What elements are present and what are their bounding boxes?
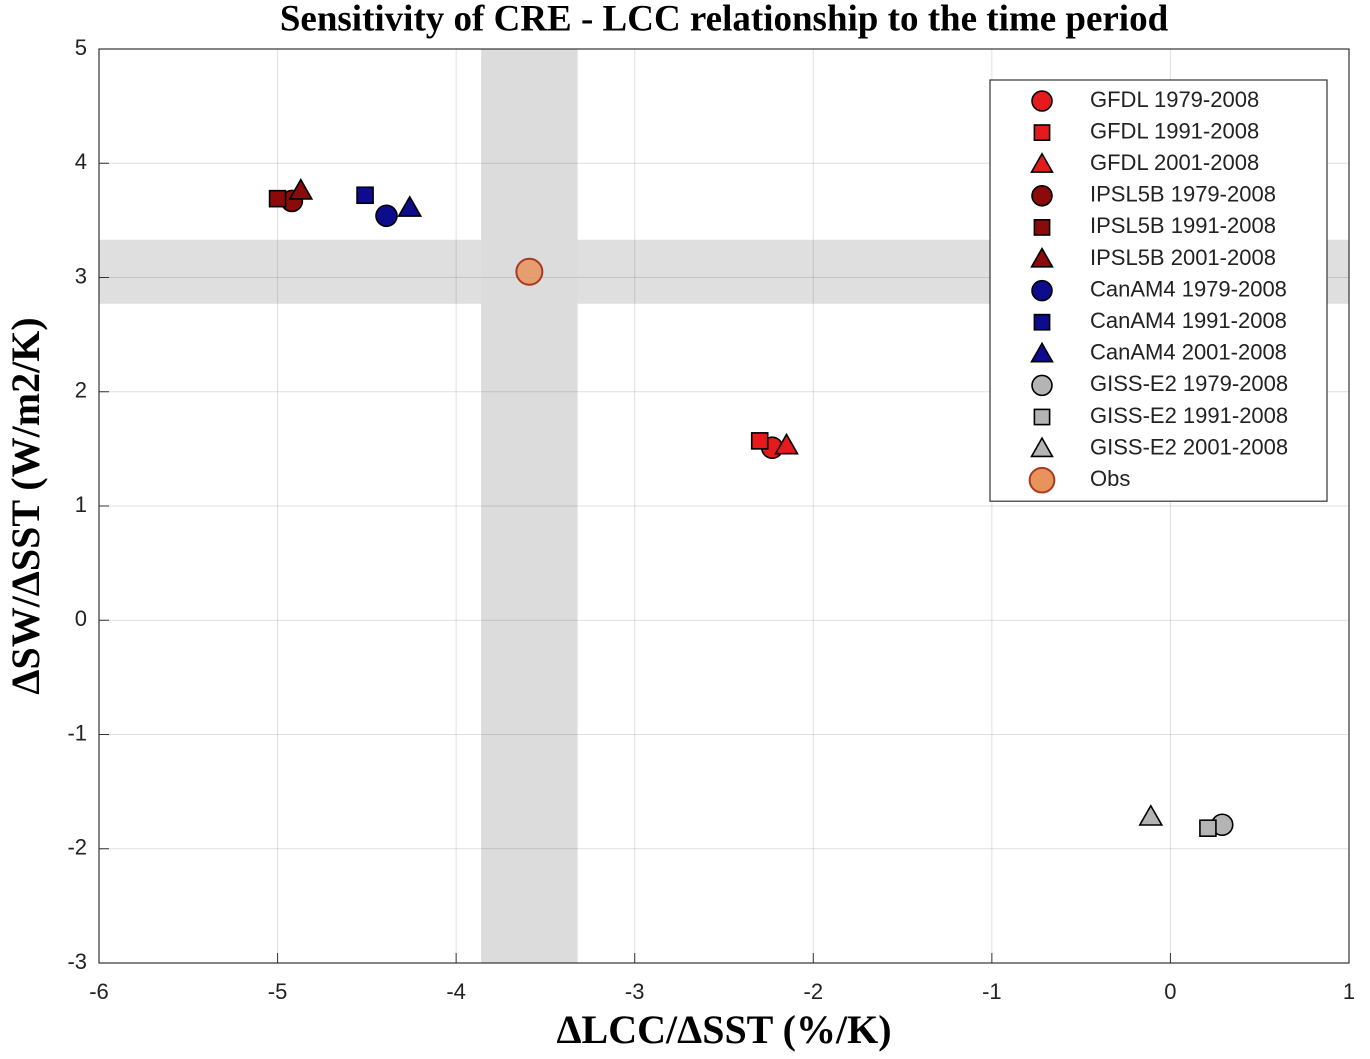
marker-circle xyxy=(1031,374,1053,397)
y-axis-label: ΔSW/ΔSST (W/m2/K) xyxy=(3,317,48,694)
y-tick-label: -1 xyxy=(67,720,87,745)
legend-label: IPSL5B 1979-2008 xyxy=(1090,182,1276,207)
marker-triangle xyxy=(1030,152,1054,173)
y-tick-label: 5 xyxy=(75,35,87,60)
x-tick-label: -3 xyxy=(625,979,645,1004)
marker-triangle xyxy=(1030,341,1054,363)
marker-obs xyxy=(515,257,544,286)
marker-square xyxy=(356,186,374,205)
marker-square xyxy=(1033,313,1051,331)
y-tick-label: 3 xyxy=(75,263,87,288)
x-tick-label: 1 xyxy=(1343,979,1355,1004)
legend-label: CanAM4 1979-2008 xyxy=(1090,276,1287,301)
marker-triangle xyxy=(288,178,314,200)
marker-circle xyxy=(1031,90,1053,112)
legend-label: GISS-E2 1979-2008 xyxy=(1090,371,1288,396)
legend-label: IPSL5B 2001-2008 xyxy=(1090,245,1276,270)
y-tick-label: 4 xyxy=(75,149,87,174)
legend-label: GISS-E2 1991-2008 xyxy=(1090,403,1288,428)
legend-label: GFDL 2001-2008 xyxy=(1090,150,1259,175)
marker-triangle xyxy=(1138,804,1164,826)
x-tick-label: 0 xyxy=(1164,979,1176,1004)
x-band xyxy=(481,49,578,963)
marker-square xyxy=(268,189,287,208)
marker-triangle xyxy=(1030,436,1054,458)
marker-circle xyxy=(1031,279,1053,302)
marker-square xyxy=(1033,408,1051,426)
marker-square xyxy=(750,432,769,450)
y-tick-label: 1 xyxy=(75,492,87,517)
y-tick-label: 0 xyxy=(75,606,87,631)
x-tick-label: -1 xyxy=(982,979,1002,1004)
x-tick-label: -6 xyxy=(89,979,109,1004)
legend-label: Obs xyxy=(1090,466,1130,491)
marker-obs xyxy=(1028,466,1056,494)
legend-label: CanAM4 1991-2008 xyxy=(1090,308,1287,333)
x-tick-label: -2 xyxy=(804,979,824,1004)
x-tick-label: -5 xyxy=(268,979,288,1004)
legend-label: GFDL 1979-2008 xyxy=(1090,87,1259,112)
marker-circle xyxy=(1031,185,1053,207)
x-tick-label: -4 xyxy=(446,979,466,1004)
x-axis-label: ΔLCC/ΔSST (%/K) xyxy=(556,1007,891,1052)
y-tick-label: -3 xyxy=(67,949,87,974)
plot-frame xyxy=(98,48,1350,964)
legend-label: IPSL5B 1991-2008 xyxy=(1090,213,1276,238)
legend-label: GISS-E2 2001-2008 xyxy=(1090,434,1288,459)
marker-square xyxy=(1033,219,1051,236)
marker-triangle xyxy=(397,195,423,217)
marker-square xyxy=(1033,124,1051,141)
marker-triangle xyxy=(774,432,799,455)
chart-title: Sensitivity of CRE - LCC relationship to… xyxy=(280,0,1169,39)
legend-label: GFDL 1991-2008 xyxy=(1090,118,1259,143)
marker-square xyxy=(1199,819,1217,837)
marker-triangle xyxy=(1030,246,1054,268)
marker-circle xyxy=(375,204,398,228)
y-tick-label: 2 xyxy=(75,378,87,403)
y-tick-label: -2 xyxy=(67,835,87,860)
legend-label: CanAM4 2001-2008 xyxy=(1090,340,1287,365)
